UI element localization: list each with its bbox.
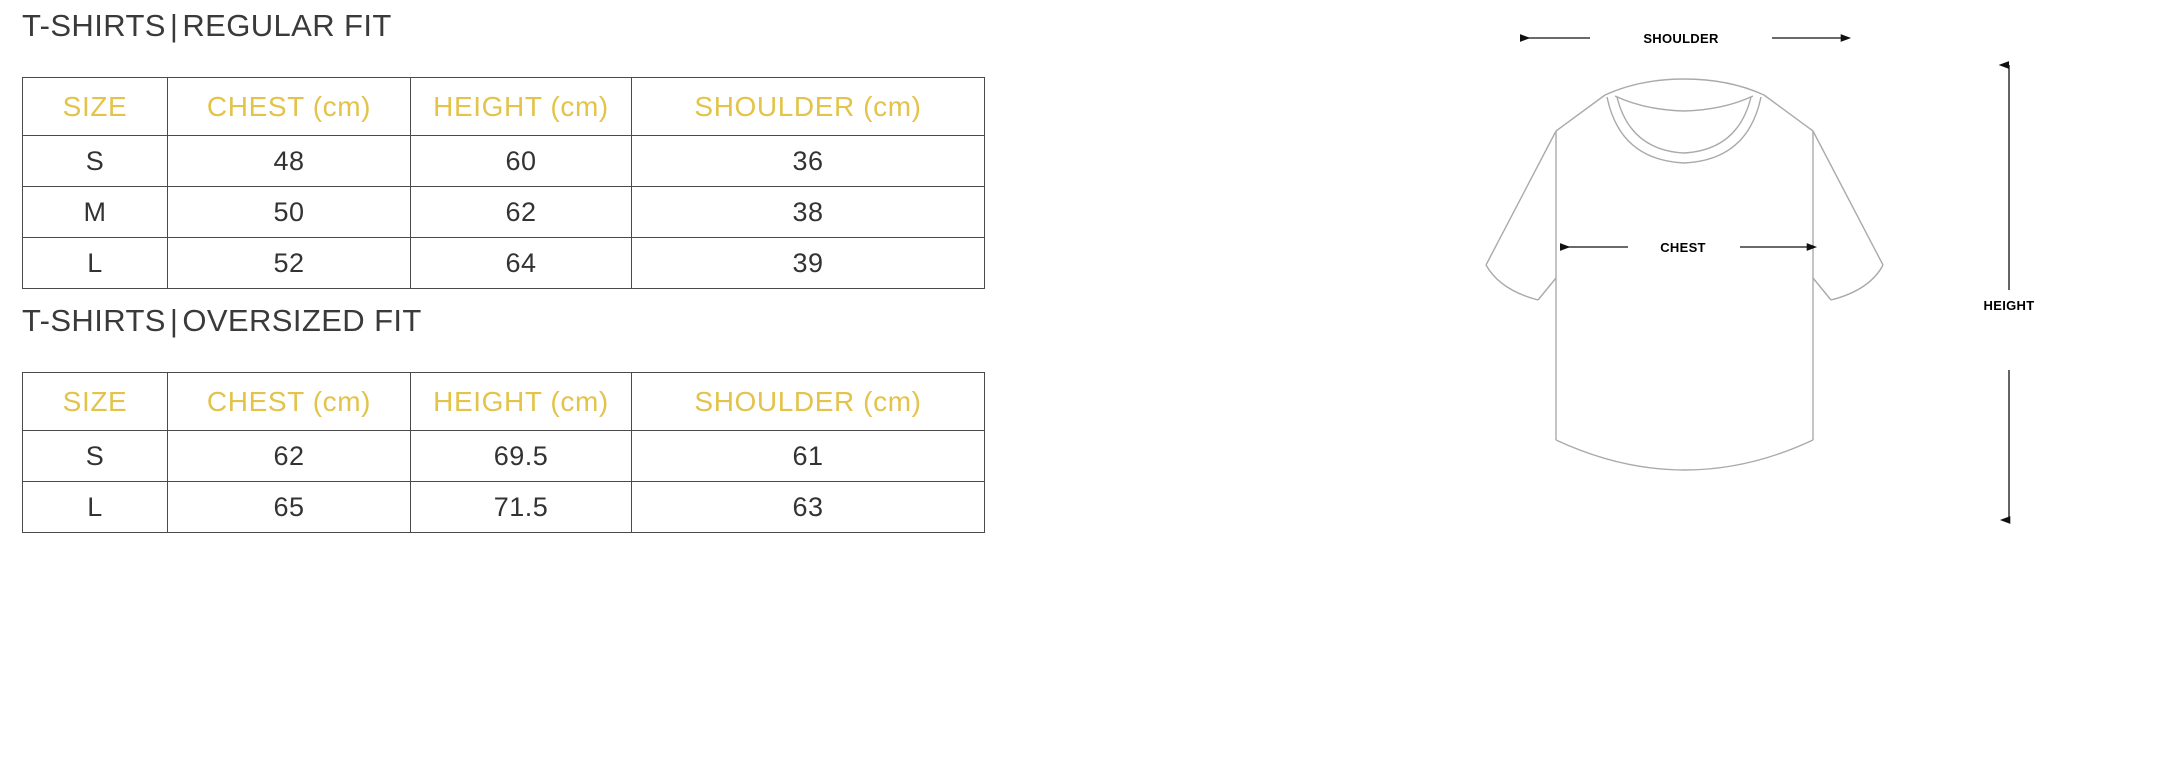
table-header-row: SIZE CHEST (cm) HEIGHT (cm) SHOULDER (cm… <box>22 372 985 431</box>
table-row: S 48 60 36 <box>22 135 985 187</box>
cell-height: 64 <box>410 237 632 289</box>
cell-shoulder: 61 <box>631 430 985 482</box>
cell-chest: 50 <box>167 186 411 238</box>
oversized-fit-table: SIZE CHEST (cm) HEIGHT (cm) SHOULDER (cm… <box>22 372 985 533</box>
column-header-shoulder: SHOULDER (cm) <box>631 372 985 431</box>
cell-chest: 52 <box>167 237 411 289</box>
cell-height: 60 <box>410 135 632 187</box>
title-suffix: OVERSIZED FIT <box>182 303 422 338</box>
title-suffix: REGULAR FIT <box>182 8 392 43</box>
shoulder-dimension: SHOULDER <box>1520 31 1852 46</box>
cell-shoulder: 39 <box>631 237 985 289</box>
regular-fit-block: T-SHIRTS | REGULAR FIT SIZE CHEST (cm) HEI… <box>22 8 985 289</box>
tshirt-measurement-diagram: SHOULDER CHEST HEIGHT <box>1440 0 2175 770</box>
regular-fit-table: SIZE CHEST (cm) HEIGHT (cm) SHOULDER (cm… <box>22 77 985 289</box>
column-header-chest: CHEST (cm) <box>167 372 411 431</box>
cell-size: L <box>22 481 168 533</box>
cell-size: L <box>22 237 168 289</box>
table-row: L 52 64 39 <box>22 237 985 289</box>
cell-height: 69.5 <box>410 430 632 482</box>
cell-chest: 48 <box>167 135 411 187</box>
size-tables-column: T-SHIRTS | REGULAR FIT SIZE CHEST (cm) HEI… <box>22 0 1022 770</box>
shoulder-label: SHOULDER <box>1643 31 1719 46</box>
regular-fit-title: T-SHIRTS | REGULAR FIT <box>22 8 985 44</box>
cell-size: S <box>22 135 168 187</box>
chest-dimension: CHEST <box>1560 240 1818 255</box>
title-separator: | <box>169 8 179 43</box>
chest-label: CHEST <box>1660 240 1706 255</box>
oversized-fit-block: T-SHIRTS | OVERSIZED FIT SIZE CHEST (cm) H… <box>22 303 985 533</box>
height-label: HEIGHT <box>1984 298 2035 313</box>
column-header-size: SIZE <box>22 77 168 136</box>
table-header-row: SIZE CHEST (cm) HEIGHT (cm) SHOULDER (cm… <box>22 77 985 136</box>
cell-height: 71.5 <box>410 481 632 533</box>
cell-size: M <box>22 186 168 238</box>
title-prefix: T-SHIRTS <box>22 303 166 338</box>
cell-shoulder: 63 <box>631 481 985 533</box>
cell-height: 62 <box>410 186 632 238</box>
column-header-size: SIZE <box>22 372 168 431</box>
column-header-height: HEIGHT (cm) <box>410 77 632 136</box>
cell-shoulder: 36 <box>631 135 985 187</box>
title-prefix: T-SHIRTS <box>22 8 166 43</box>
column-header-chest: CHEST (cm) <box>167 77 411 136</box>
tshirt-outline-icon <box>1485 78 1884 471</box>
cell-chest: 62 <box>167 430 411 482</box>
title-separator: | <box>169 303 179 338</box>
oversized-fit-title: T-SHIRTS | OVERSIZED FIT <box>22 303 985 339</box>
table-row: M 50 62 38 <box>22 186 985 238</box>
height-dimension: HEIGHT <box>1984 61 2035 524</box>
column-header-height: HEIGHT (cm) <box>410 372 632 431</box>
cell-size: S <box>22 430 168 482</box>
table-row: S 62 69.5 61 <box>22 430 985 482</box>
column-header-shoulder: SHOULDER (cm) <box>631 77 985 136</box>
cell-chest: 65 <box>167 481 411 533</box>
table-row: L 65 71.5 63 <box>22 481 985 533</box>
cell-shoulder: 38 <box>631 186 985 238</box>
